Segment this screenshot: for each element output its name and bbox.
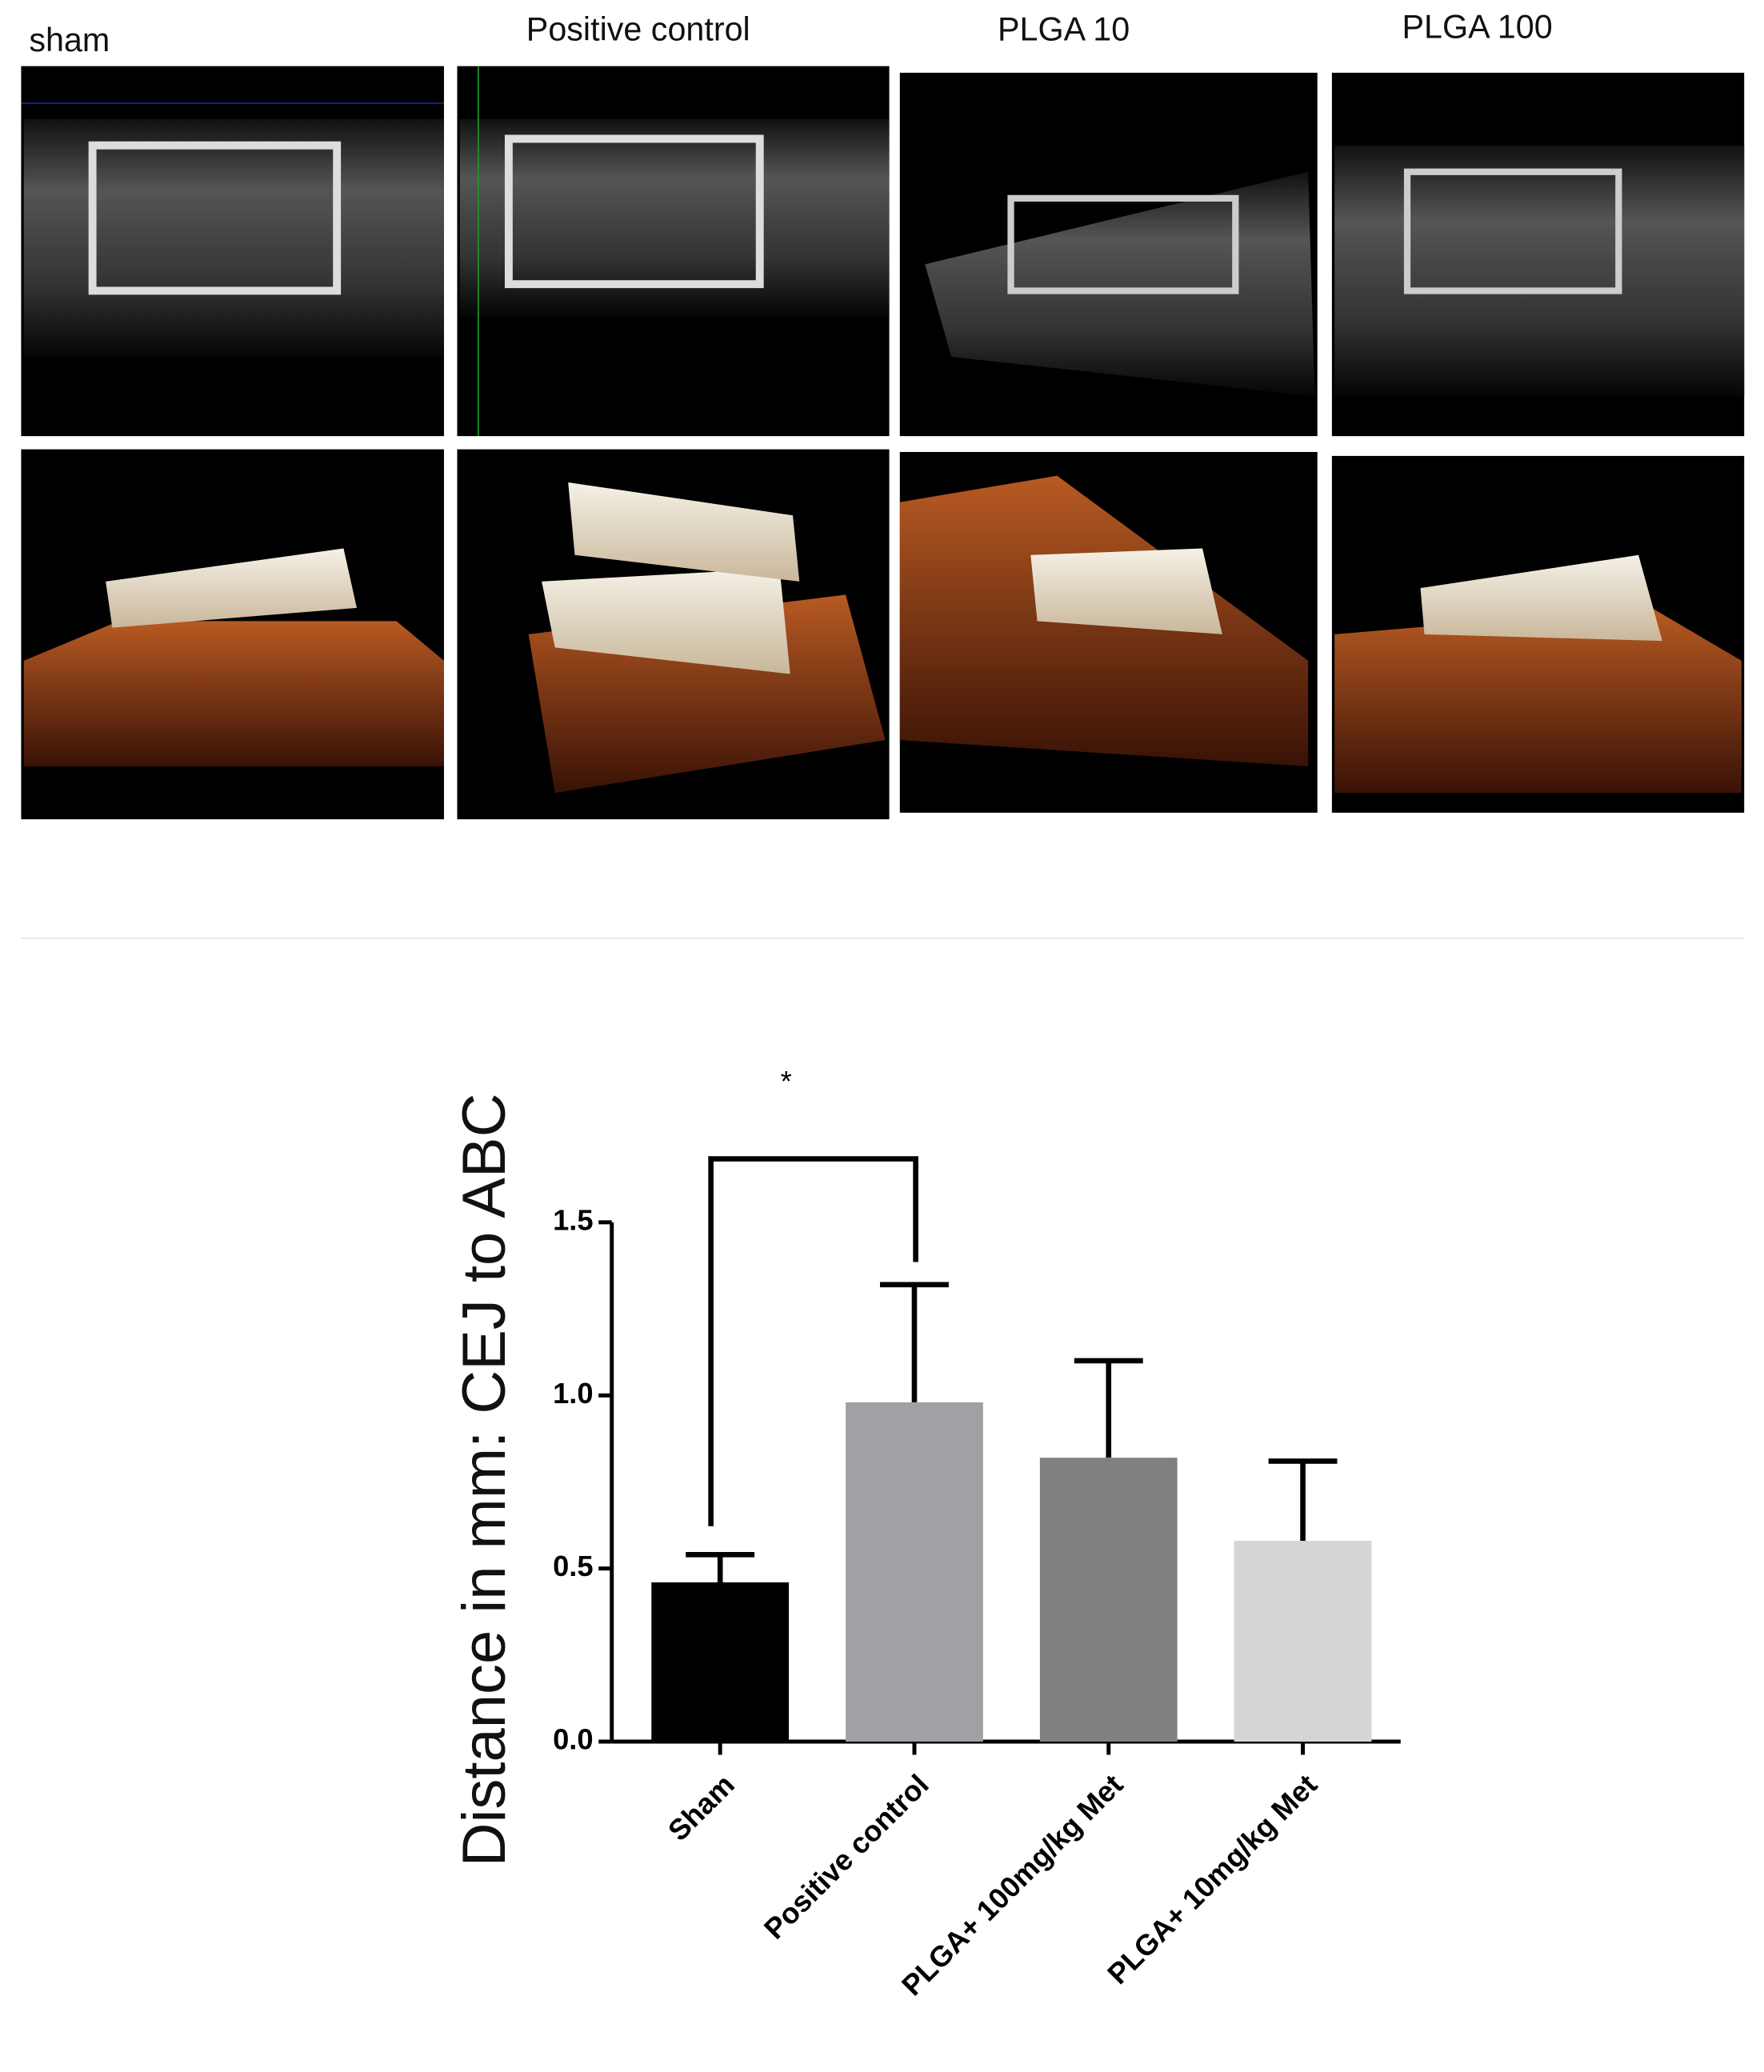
y-tick-label: 1.0	[553, 1377, 594, 1410]
bone	[1334, 607, 1742, 794]
teeth	[542, 568, 790, 674]
ct-teeth	[1403, 168, 1622, 294]
panel-label: PLGA 100	[1402, 8, 1552, 45]
x-tick-label: PLGA+ 100mg/kg Met	[895, 1768, 1129, 2002]
teeth	[1030, 548, 1222, 634]
bar	[1039, 1458, 1178, 1742]
y-tick-label: 1.5	[553, 1203, 594, 1236]
significance: *	[781, 1065, 792, 1098]
ct-images	[21, 66, 1745, 437]
panel-label: Positive control	[526, 11, 750, 48]
teeth	[106, 548, 357, 628]
ct-scan	[1334, 145, 1745, 397]
x-tick-label: Sham	[662, 1768, 741, 1847]
bar	[651, 1582, 790, 1742]
ct-scan	[925, 171, 1315, 397]
render-images	[21, 449, 1745, 820]
ct-teeth	[504, 134, 764, 289]
panel-label: sham	[29, 22, 110, 58]
x-tick-label: PLGA+ 10mg/kg Met	[1101, 1768, 1323, 1990]
y-tick-label: 0.5	[553, 1550, 594, 1582]
panel-label: PLGA 10	[998, 11, 1130, 48]
bar	[1234, 1541, 1372, 1742]
teeth	[1420, 554, 1662, 642]
ct-teeth	[1007, 194, 1239, 294]
y-tick-label: 0.0	[553, 1723, 594, 1756]
ct-teeth	[88, 141, 342, 295]
bone	[23, 621, 444, 767]
bar	[846, 1402, 983, 1742]
x-tick-label: Positive control	[758, 1768, 935, 1946]
ct-scan	[23, 118, 444, 358]
teeth	[568, 482, 800, 582]
significance-bracket	[708, 1156, 918, 1526]
y-axis-label: Distance in mm: CEJ to ABC	[450, 1094, 518, 1867]
